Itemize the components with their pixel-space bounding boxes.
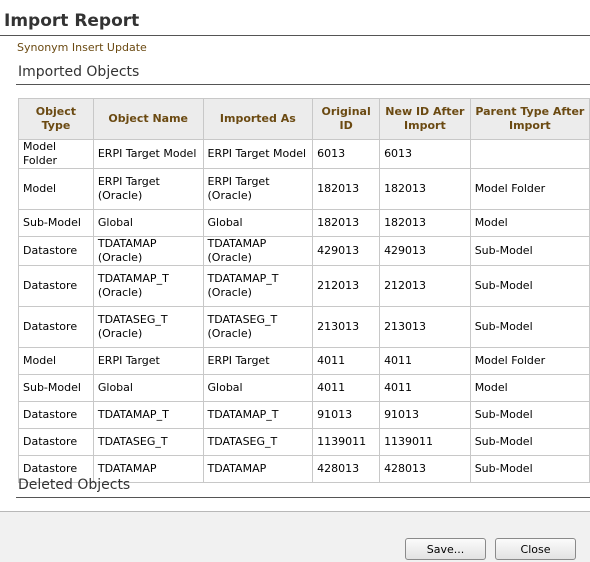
cell-parent-type: Sub-Model — [469, 401, 590, 429]
cell-imported-as: ERPI Target — [202, 347, 314, 375]
table-row: Model ERPI Target (Oracle) ERPI Target (… — [18, 168, 590, 210]
cell-original-id: 6013 — [312, 139, 381, 169]
cell-object-type: Datastore — [18, 306, 94, 348]
report-pane: Import Report Synonym Insert Update Impo… — [0, 11, 590, 512]
cell-imported-as: Global — [202, 374, 314, 402]
imported-objects-divider — [16, 84, 590, 85]
cell-object-name: Global — [92, 209, 204, 237]
table-row: Model Folder ERPI Target Model ERPI Targ… — [18, 139, 590, 169]
table-row: Datastore TDATASEG_T TDATASEG_T 1139011 … — [18, 428, 590, 456]
cell-original-id: 182013 — [312, 168, 381, 210]
cell-original-id: 4011 — [312, 347, 381, 375]
cell-new-id: 6013 — [379, 139, 471, 169]
column-header-parent-type: Parent Type After Import — [469, 98, 590, 140]
table-header-row: Object Type Object Name Imported As Orig… — [18, 98, 590, 140]
cell-object-type: Datastore — [18, 401, 94, 429]
cell-object-type: Datastore — [18, 265, 94, 307]
cell-new-id: 212013 — [379, 265, 471, 307]
column-header-imported-as: Imported As — [202, 98, 314, 140]
cell-object-type: Model — [18, 347, 94, 375]
cell-object-name: ERPI Target (Oracle) — [92, 168, 204, 210]
imported-objects-table: Object Type Object Name Imported As Orig… — [18, 98, 590, 483]
cell-parent-type — [469, 139, 590, 169]
cell-new-id: 182013 — [379, 209, 471, 237]
cell-original-id: 91013 — [312, 401, 381, 429]
imported-objects-heading: Imported Objects — [18, 64, 140, 80]
cell-imported-as: TDATASEG_T (Oracle) — [202, 306, 314, 348]
cell-imported-as: TDATAMAP — [202, 455, 314, 483]
cell-imported-as: ERPI Target (Oracle) — [202, 168, 314, 210]
cell-object-type: Model — [18, 168, 94, 210]
cell-parent-type: Sub-Model — [469, 428, 590, 456]
cell-object-type: Datastore — [18, 428, 94, 456]
cell-object-name: Global — [92, 374, 204, 402]
cell-original-id: 429013 — [312, 236, 381, 266]
deleted-objects-heading: Deleted Objects — [18, 477, 131, 493]
table-row: Datastore TDATASEG_T (Oracle) TDATASEG_T… — [18, 306, 590, 348]
table-row: Sub-Model Global Global 182013 182013 Mo… — [18, 209, 590, 237]
cell-original-id: 428013 — [312, 455, 381, 483]
cell-parent-type: Model Folder — [469, 347, 590, 375]
cell-object-name: TDATAMAP_T (Oracle) — [92, 265, 204, 307]
table-row: Datastore TDATAMAP_T TDATAMAP_T 91013 91… — [18, 401, 590, 429]
cell-new-id: 182013 — [379, 168, 471, 210]
cell-parent-type: Sub-Model — [469, 306, 590, 348]
cell-parent-type: Model — [469, 374, 590, 402]
cell-imported-as: TDATAMAP_T — [202, 401, 314, 429]
column-header-new-id: New ID After Import — [379, 98, 471, 140]
cell-new-id: 429013 — [379, 236, 471, 266]
column-header-object-name: Object Name — [92, 98, 204, 140]
cell-original-id: 182013 — [312, 209, 381, 237]
cell-object-type: Datastore — [18, 455, 94, 483]
cell-object-name: TDATASEG_T — [92, 428, 204, 456]
cell-original-id: 213013 — [312, 306, 381, 348]
cell-new-id: 213013 — [379, 306, 471, 348]
cell-object-name: ERPI Target Model — [92, 139, 204, 169]
cell-object-name: TDATAMAP (Oracle) — [92, 236, 204, 266]
cell-imported-as: TDATAMAP_T (Oracle) — [202, 265, 314, 307]
cell-imported-as: TDATASEG_T — [202, 428, 314, 456]
cell-new-id: 4011 — [379, 374, 471, 402]
table-row: Sub-Model Global Global 4011 4011 Model — [18, 374, 590, 402]
cell-object-name: ERPI Target — [92, 347, 204, 375]
cell-object-type: Sub-Model — [18, 209, 94, 237]
title-divider — [0, 35, 590, 36]
report-subtitle: Synonym Insert Update — [17, 41, 147, 54]
cell-imported-as: Global — [202, 209, 314, 237]
cell-new-id: 91013 — [379, 401, 471, 429]
cell-object-type: Model Folder — [18, 139, 94, 169]
cell-new-id: 428013 — [379, 455, 471, 483]
close-button[interactable]: Close — [495, 538, 576, 560]
cell-new-id: 1139011 — [379, 428, 471, 456]
cell-original-id: 1139011 — [312, 428, 381, 456]
page-title: Import Report — [4, 11, 140, 31]
table-row: Model ERPI Target ERPI Target 4011 4011 … — [18, 347, 590, 375]
cell-object-name: TDATASEG_T (Oracle) — [92, 306, 204, 348]
cell-parent-type: Model Folder — [469, 168, 590, 210]
dialog-button-bar — [0, 512, 590, 562]
cell-object-type: Datastore — [18, 236, 94, 266]
cell-imported-as: TDATAMAP (Oracle) — [202, 236, 314, 266]
cell-original-id: 212013 — [312, 265, 381, 307]
cell-object-name: TDATAMAP — [92, 455, 204, 483]
column-header-original-id: Original ID — [312, 98, 381, 140]
table-row: Datastore TDATAMAP (Oracle) TDATAMAP (Or… — [18, 236, 590, 266]
deleted-objects-divider — [16, 497, 590, 498]
save-button[interactable]: Save... — [405, 538, 486, 560]
cell-parent-type: Model — [469, 209, 590, 237]
cell-parent-type: Sub-Model — [469, 236, 590, 266]
cell-object-type: Sub-Model — [18, 374, 94, 402]
cell-object-name: TDATAMAP_T — [92, 401, 204, 429]
table-row: Datastore TDATAMAP TDATAMAP 428013 42801… — [18, 455, 590, 483]
cell-parent-type: Sub-Model — [469, 455, 590, 483]
cell-original-id: 4011 — [312, 374, 381, 402]
cell-imported-as: ERPI Target Model — [202, 139, 314, 169]
cell-parent-type: Sub-Model — [469, 265, 590, 307]
table-row: Datastore TDATAMAP_T (Oracle) TDATAMAP_T… — [18, 265, 590, 307]
cell-new-id: 4011 — [379, 347, 471, 375]
column-header-object-type: Object Type — [18, 98, 94, 140]
